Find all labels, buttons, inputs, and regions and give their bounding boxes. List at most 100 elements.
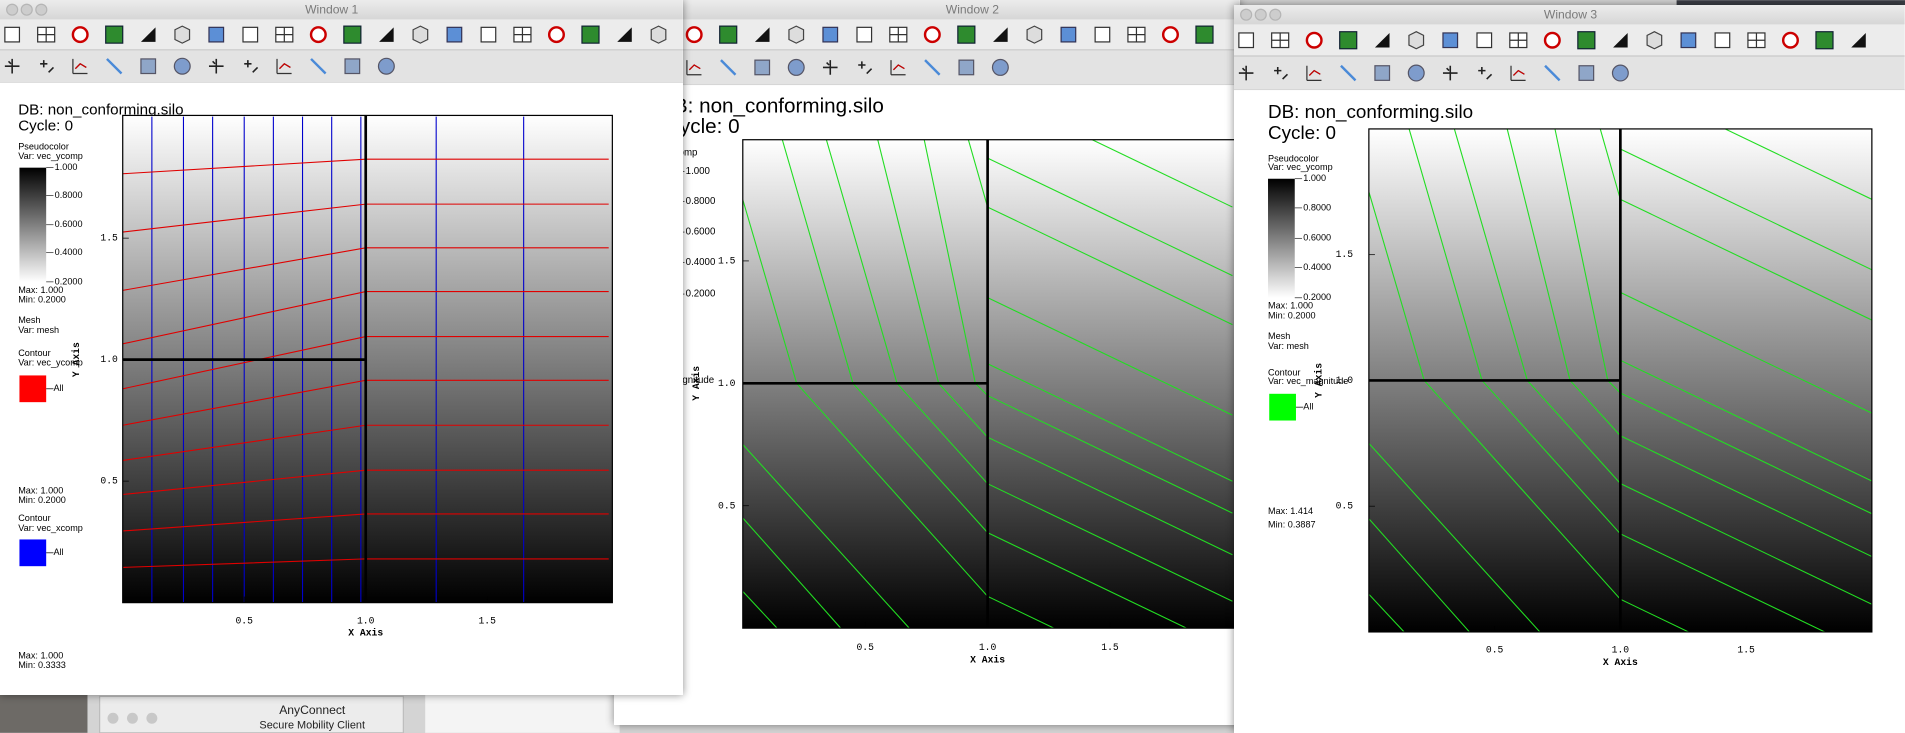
toolbar-button[interactable]: [1478, 66, 1493, 80]
toolbar-button[interactable]: [1271, 32, 1290, 49]
toolbar-button[interactable]: [446, 26, 463, 43]
toolbar-button[interactable]: [480, 26, 497, 43]
toolbar-button[interactable]: [957, 25, 976, 44]
toolbar-button[interactable]: [276, 58, 292, 75]
toolbar-button[interactable]: [1374, 32, 1390, 48]
toolbar-button[interactable]: [1339, 31, 1358, 50]
toolbar-button[interactable]: [1060, 26, 1077, 43]
toolbar-button[interactable]: [40, 60, 55, 73]
toolbar-button[interactable]: [923, 26, 941, 44]
icon-shape: [1611, 64, 1629, 82]
toolbar-button[interactable]: [72, 58, 88, 75]
toolbar-button[interactable]: [310, 58, 327, 75]
toolbar-button[interactable]: [822, 60, 838, 75]
toolbar-button[interactable]: [208, 26, 225, 43]
window-button[interactable]: [126, 712, 138, 724]
window-button[interactable]: [1269, 8, 1282, 21]
toolbar-button[interactable]: [686, 60, 702, 76]
toolbar-button[interactable]: [344, 58, 361, 75]
window-button[interactable]: [107, 712, 119, 724]
toolbar-button[interactable]: [856, 26, 873, 43]
toolbar-button[interactable]: [1714, 32, 1731, 49]
toolbar-button[interactable]: [858, 61, 873, 75]
toolbar-button[interactable]: [924, 59, 941, 76]
toolbar-button[interactable]: [4, 26, 21, 43]
toolbar-button[interactable]: [1374, 65, 1391, 81]
window[interactable]: Window 1 DB: non_conforming.silo Cycle: 0 P…: [0, 0, 683, 695]
toolbar-button[interactable]: [377, 57, 395, 75]
window[interactable]: Window 3 DB: non_conforming.silo Cycle: 0 P…: [1234, 5, 1905, 733]
toolbar-button[interactable]: [547, 26, 565, 44]
toolbar-button[interactable]: [1577, 31, 1596, 50]
toolbar-button[interactable]: [788, 25, 805, 44]
toolbar-button[interactable]: [4, 58, 20, 74]
toolbar-button[interactable]: [71, 26, 89, 44]
toolbar-button[interactable]: [244, 60, 259, 73]
toolbar-button[interactable]: [1407, 64, 1425, 82]
toolbar-button[interactable]: [958, 59, 975, 76]
toolbar-button[interactable]: [1305, 31, 1323, 49]
toolbar-button[interactable]: [1815, 31, 1834, 50]
toolbar-button[interactable]: [822, 26, 839, 43]
window-button[interactable]: [1240, 8, 1253, 21]
toolbar-button[interactable]: [1306, 65, 1322, 81]
window-button[interactable]: [1254, 8, 1267, 21]
toolbar-button[interactable]: [1442, 32, 1459, 49]
toolbar-button[interactable]: [719, 25, 738, 44]
toolbar-button[interactable]: [1127, 26, 1146, 43]
toolbar-button[interactable]: [513, 26, 532, 43]
window-button[interactable]: [20, 3, 33, 16]
toolbar-button[interactable]: [991, 58, 1009, 76]
toolbar-button[interactable]: [1094, 26, 1111, 43]
toolbar-button[interactable]: [1781, 31, 1799, 49]
toolbar-button[interactable]: [208, 58, 224, 74]
toolbar-button[interactable]: [1340, 64, 1357, 82]
toolbar-button[interactable]: [1578, 65, 1595, 81]
toolbar-button[interactable]: [1611, 64, 1629, 82]
toolbar-button[interactable]: [379, 27, 394, 42]
toolbar-button[interactable]: [1646, 31, 1663, 50]
toolbar-button[interactable]: [37, 26, 56, 43]
toolbar-button[interactable]: [174, 25, 191, 44]
icon-shape: [991, 58, 1009, 76]
legend-text: Var: mesh: [18, 325, 59, 335]
toolbar-button[interactable]: [685, 26, 703, 44]
toolbar-button[interactable]: [889, 26, 908, 43]
toolbar-button[interactable]: [1680, 32, 1697, 49]
toolbar-button[interactable]: [754, 59, 771, 76]
toolbar-button[interactable]: [140, 27, 156, 42]
toolbar-button[interactable]: [1238, 65, 1254, 81]
toolbar-button[interactable]: [106, 58, 123, 75]
toolbar-button[interactable]: [1026, 25, 1043, 44]
toolbar-button[interactable]: [412, 25, 429, 44]
toolbar-button[interactable]: [1238, 32, 1255, 49]
toolbar-button[interactable]: [720, 59, 737, 76]
toolbar-button[interactable]: [650, 25, 667, 44]
toolbar-button[interactable]: [581, 25, 600, 44]
toolbar-button[interactable]: [1544, 64, 1561, 82]
window-button[interactable]: [146, 712, 158, 724]
toolbar-button[interactable]: [242, 26, 259, 43]
toolbar-button[interactable]: [105, 25, 124, 44]
toolbar-button[interactable]: [1509, 32, 1528, 49]
toolbar-button[interactable]: [787, 58, 805, 76]
toolbar-button[interactable]: [993, 27, 1008, 42]
toolbar-button[interactable]: [1274, 66, 1289, 80]
window-button[interactable]: [6, 3, 19, 16]
toolbar-button[interactable]: [1442, 65, 1458, 81]
toolbar-button[interactable]: [890, 60, 906, 76]
toolbar-button[interactable]: [1161, 26, 1179, 44]
toolbar-button[interactable]: [1747, 32, 1766, 49]
toolbar-button[interactable]: [1476, 32, 1493, 49]
toolbar-button[interactable]: [173, 57, 191, 75]
toolbar-button[interactable]: [140, 58, 157, 75]
toolbar-button[interactable]: [1408, 31, 1425, 50]
toolbar-button[interactable]: [1543, 31, 1561, 49]
toolbar-button[interactable]: [1195, 25, 1214, 44]
toolbar-button[interactable]: [1510, 65, 1526, 81]
window-button[interactable]: [35, 3, 48, 16]
toolbar-button[interactable]: [275, 26, 294, 43]
toolbar-button[interactable]: [343, 25, 362, 44]
toolbar-button[interactable]: [309, 26, 327, 44]
